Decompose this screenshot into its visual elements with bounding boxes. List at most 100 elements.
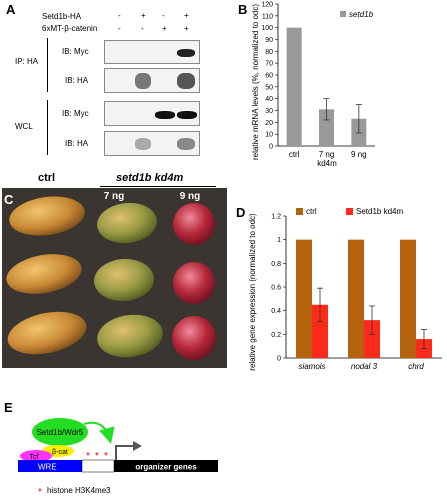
band-wcl-myc-2 — [177, 111, 197, 119]
chart-d-ytick-label: 0.6 — [271, 285, 281, 292]
band-ip-ha-2 — [177, 73, 195, 89]
ip-bracket — [47, 38, 48, 92]
chart-d-legend-ctrl: ctrl — [306, 207, 317, 216]
chart-b-bar — [286, 27, 302, 147]
chart-d-ytick-label: 0.8 — [271, 261, 281, 268]
chart-d-ylabel: relative gene expression (normalized to … — [248, 213, 257, 371]
chart-d-bar — [364, 320, 380, 358]
chart-b-ytick-label: 60 — [265, 73, 273, 80]
chart-d-bar — [400, 239, 416, 358]
wre-box — [18, 460, 82, 472]
panel-a-letter: A — [6, 2, 16, 17]
sign-r2-c2: - — [141, 24, 144, 33]
sign-r1-c2: + — [141, 11, 146, 20]
h3k4me3-mark-3: * — [104, 451, 108, 462]
chart-b-ytick-label: 50 — [265, 84, 273, 91]
band-wcl-myc-1 — [155, 111, 175, 119]
chart-b-category-label: ctrl — [289, 150, 300, 159]
legend-star: * — [38, 487, 42, 498]
chart-b-ytick-label: 110 — [262, 13, 273, 20]
embryo-ctrl-3 — [7, 311, 87, 355]
kd4m-underline — [100, 186, 216, 187]
chart-d-category-label: nodal 3 — [351, 362, 378, 371]
panel-e-letter: E — [4, 400, 13, 415]
sign-r2-c4: + — [184, 24, 189, 33]
chart-b-xlabel: kd4m — [317, 159, 337, 168]
embryo-kd9-1 — [173, 203, 215, 245]
chart-d-bar — [348, 239, 364, 358]
dose-label-7ng: 7 ng — [104, 191, 125, 202]
blot-ip-ha — [104, 68, 200, 93]
legend-text: histone H3K4me3 — [47, 486, 111, 495]
sign-r1-c3: - — [162, 11, 165, 20]
chart-b-ytick-label: 40 — [265, 96, 273, 103]
band-ip-ha-1 — [135, 73, 151, 89]
wcl-bracket — [47, 100, 48, 155]
embryo-kd7-1 — [97, 202, 157, 244]
dose-label-9ng: 9 ng — [180, 191, 201, 202]
band-ip-myc — [177, 49, 195, 57]
embryo-kd7-3 — [97, 314, 163, 358]
chart-d-ytick-label: 0 — [277, 356, 281, 363]
chart-d-category-label: chrd — [408, 362, 424, 371]
organizer-genes-box — [114, 460, 218, 472]
chart-d-legend-kd: Setd1b kd4m — [356, 207, 403, 216]
embryo-svg: 7 ng 9 ng — [6, 191, 216, 360]
h3k4me3-mark-2: * — [95, 451, 99, 462]
h3k4me3-mark-1: * — [86, 451, 90, 462]
panel-d-letter: D — [236, 205, 246, 220]
embryo-ctrl-2 — [6, 254, 82, 294]
chart-d-ytick-label: 1.2 — [271, 214, 281, 221]
chart-d-ytick-label: 1 — [277, 237, 281, 244]
setd1b-wdr5-complex — [32, 418, 88, 446]
chart-b-ytick-label: 90 — [265, 37, 273, 44]
blot-wcl-myc — [104, 101, 200, 126]
tss-arrow — [115, 445, 134, 460]
chart-b-ytick-label: 20 — [265, 120, 273, 127]
chart-b-category-label: 9 ng — [351, 150, 367, 159]
kd4m-label: setd1b kd4m — [116, 172, 184, 184]
sign-r1-c1: - — [118, 11, 121, 20]
chart-b-legend-swatch — [340, 11, 346, 17]
chart-b-ytick-label: 10 — [265, 132, 273, 139]
chart-b-legend-label: setd1b — [349, 10, 374, 19]
chart-d-bar — [312, 304, 328, 358]
wre-label: WRE — [38, 463, 57, 472]
band-wcl-ha-1 — [135, 138, 151, 150]
chart-b-ytick-label: 100 — [261, 25, 273, 32]
chart-d-legend-swatch-kd — [346, 208, 353, 215]
embryo-ctrl-1 — [9, 196, 85, 236]
complex-arrow — [83, 421, 115, 444]
chart-b-ytick-label: 80 — [265, 49, 273, 56]
chart-b-ytick-label: 0 — [269, 144, 273, 151]
chart-b-ytick-label: 70 — [265, 61, 273, 68]
chart-d-bar — [296, 239, 312, 358]
blot1-label: IB: Myc — [62, 47, 89, 56]
embryo-kd7-2 — [94, 258, 154, 302]
blot2-label: IB: HA — [65, 76, 89, 85]
ip-ha-label: IP: HA — [15, 57, 39, 66]
blot-ip-myc — [104, 40, 200, 64]
sign-r2-c1: - — [118, 24, 121, 33]
panel-c-letter: C — [4, 192, 14, 207]
tcf-label: Tcf — [30, 454, 39, 461]
chart-b-ytick-label: 120 — [261, 2, 273, 9]
row-label-mt-beta-catenin: 6xMT-β-catenin — [42, 24, 98, 33]
wcl-label: WCL — [15, 122, 33, 131]
chart-b-ylabel: relative mRNA levels (%, normalized to o… — [251, 4, 260, 160]
panel-b-letter: B — [238, 2, 248, 17]
complex-label: Setd1b/Wdr5 — [37, 428, 84, 437]
tss-arrowhead — [133, 441, 142, 451]
chart-d-ytick-label: 0.2 — [271, 332, 281, 339]
chart-d-category-label: siamois — [298, 362, 325, 371]
embryo-kd9-3 — [172, 316, 216, 360]
chart-d-legend-swatch-ctrl — [296, 208, 303, 215]
chart-d-ytick-label: 0.4 — [271, 308, 281, 315]
sign-r1-c4: + — [184, 11, 189, 20]
blot-wcl-ha — [104, 131, 200, 156]
beta-cat-label: β-cat — [52, 449, 68, 456]
organizer-genes-label: organizer genes — [135, 463, 197, 472]
